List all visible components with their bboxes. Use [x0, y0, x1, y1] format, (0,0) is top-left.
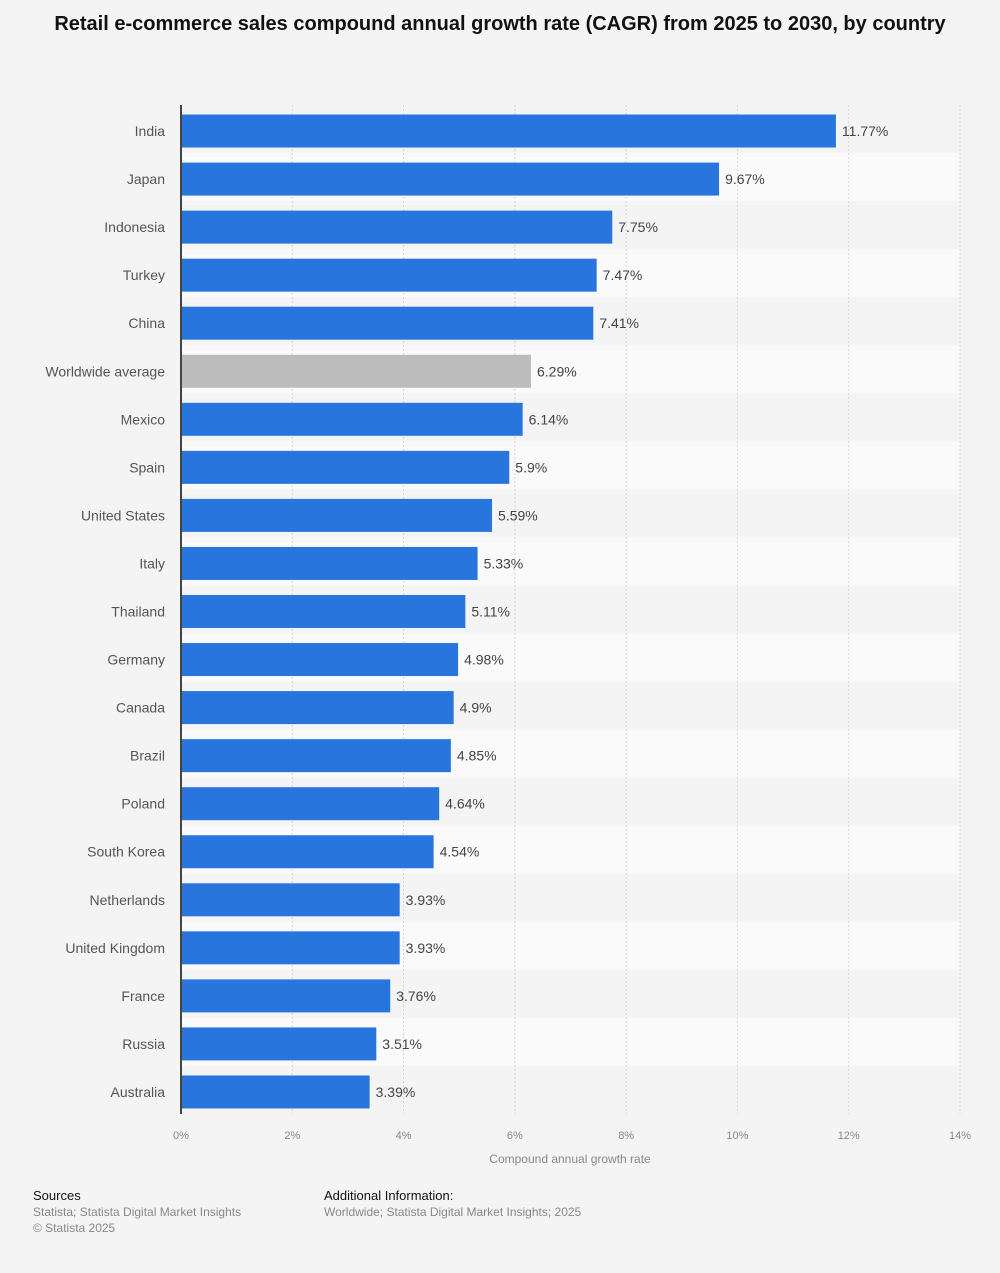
x-tick-label: 12% — [838, 1130, 860, 1142]
copyright: © Statista 2025 — [33, 1221, 116, 1235]
bar-mexico — [181, 402, 523, 436]
category-label: Japan — [127, 171, 165, 187]
data-label: 3.39% — [376, 1084, 416, 1100]
bar-worldwide-average — [181, 354, 531, 388]
x-tick-label: 14% — [949, 1130, 971, 1142]
bar-india — [181, 114, 836, 148]
data-label: 6.14% — [529, 411, 569, 427]
category-label: United States — [81, 507, 165, 523]
data-label: 5.9% — [515, 459, 547, 475]
category-label: India — [135, 123, 166, 139]
data-label: 4.98% — [464, 652, 504, 668]
category-label: United Kingdom — [65, 940, 165, 956]
data-label: 3.76% — [396, 988, 436, 1004]
category-label: Australia — [111, 1084, 166, 1100]
x-tick-label: 6% — [507, 1130, 523, 1142]
chart-title: Retail e-commerce sales compound annual … — [54, 13, 946, 35]
data-label: 6.29% — [537, 363, 577, 379]
category-label: Brazil — [130, 748, 165, 764]
sources-text[interactable]: Statista; Statista Digital Market Insigh… — [33, 1205, 242, 1219]
bar-china — [181, 306, 594, 340]
bar-united-states — [181, 498, 493, 532]
bar-japan — [181, 162, 720, 196]
category-label: Poland — [121, 796, 165, 812]
category-label: Spain — [129, 459, 165, 475]
data-label: 3.51% — [382, 1036, 422, 1052]
bar-south-korea — [181, 835, 434, 869]
data-label: 4.64% — [445, 796, 485, 812]
data-label: 7.75% — [618, 219, 658, 235]
bar-russia — [181, 1027, 377, 1061]
category-label: Canada — [116, 700, 165, 716]
additional-text: Worldwide; Statista Digital Market Insig… — [324, 1205, 582, 1219]
category-label: Germany — [107, 652, 165, 668]
data-label: 4.54% — [440, 844, 480, 860]
category-label: China — [128, 315, 165, 331]
bar-spain — [181, 450, 510, 484]
sources-heading: Sources — [33, 1188, 81, 1203]
data-label: 3.93% — [406, 940, 446, 956]
category-label: France — [121, 988, 165, 1004]
x-tick-label: 2% — [284, 1130, 300, 1142]
bar-poland — [181, 787, 440, 821]
x-axis-title: Compound annual growth rate — [489, 1152, 651, 1166]
category-label: Italy — [139, 555, 165, 571]
category-label: Thailand — [111, 604, 165, 620]
data-label: 4.9% — [460, 700, 492, 716]
data-label: 4.85% — [457, 748, 497, 764]
category-label: Mexico — [121, 411, 166, 427]
data-label: 9.67% — [725, 171, 765, 187]
bar-united-kingdom — [181, 931, 400, 965]
data-label: 7.41% — [599, 315, 639, 331]
additional-heading: Additional Information: — [324, 1188, 454, 1203]
bar-italy — [181, 546, 478, 580]
data-label: 11.77% — [842, 123, 888, 139]
sources-block: Sources Statista; Statista Digital Marke… — [33, 1188, 241, 1236]
category-label: South Korea — [87, 844, 165, 860]
data-label: 7.47% — [603, 267, 643, 283]
bar-turkey — [181, 258, 597, 292]
data-label: 5.33% — [484, 555, 524, 571]
category-label: Netherlands — [90, 892, 166, 908]
data-label: 5.59% — [498, 507, 538, 523]
x-tick-label: 4% — [396, 1130, 412, 1142]
category-label: Turkey — [123, 267, 165, 283]
category-label: Worldwide average — [45, 363, 165, 379]
category-label: Russia — [122, 1036, 165, 1052]
additional-info-block: Additional Information: Worldwide; Stati… — [324, 1188, 581, 1220]
bar-france — [181, 979, 391, 1013]
x-tick-label: 0% — [173, 1130, 189, 1142]
category-label: Indonesia — [104, 219, 165, 235]
data-label: 3.93% — [406, 892, 446, 908]
bar-germany — [181, 643, 459, 677]
bar-indonesia — [181, 210, 613, 244]
bar-thailand — [181, 595, 466, 628]
bar-netherlands — [181, 883, 400, 917]
bar-australia — [181, 1075, 370, 1109]
x-tick-label: 8% — [618, 1130, 634, 1142]
x-tick-label: 10% — [726, 1130, 748, 1142]
bar-chart: 0% 2% 4% 6% 8% 10% 12% 14% India 11.77% Japan 9.67%… — [45, 105, 971, 1166]
data-label: 5.11% — [471, 604, 510, 620]
bar-brazil — [181, 739, 451, 773]
bar-canada — [181, 691, 454, 725]
